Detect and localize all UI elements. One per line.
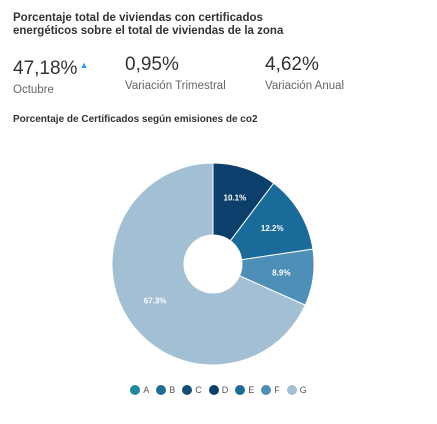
- legend-label: G: [299, 385, 307, 395]
- legend-label: E: [248, 385, 255, 395]
- kpi-label: Variación Trimestral: [125, 80, 226, 92]
- arrow-up-icon: ▲: [79, 60, 89, 70]
- slice-label-f: 8.9%: [272, 268, 290, 277]
- slice-g[interactable]: [111, 162, 306, 366]
- chart-legend: A B C D E F G: [0, 385, 437, 395]
- kpi-value-text: 47,18%: [13, 58, 78, 79]
- legend-label: C: [195, 385, 202, 395]
- legend-item-b[interactable]: B: [156, 385, 175, 395]
- kpi-label: Variación Anual: [265, 80, 345, 92]
- legend-label: A: [143, 385, 150, 395]
- legend-item-g[interactable]: G: [286, 385, 307, 395]
- chart-title: Porcentaje de Certificados según emision…: [13, 114, 258, 125]
- legend-item-c[interactable]: C: [182, 385, 202, 395]
- legend-swatch: [130, 385, 141, 395]
- legend-item-d[interactable]: D: [208, 385, 229, 395]
- legend-swatch: [208, 385, 219, 395]
- slice-label-g: 67.3%: [144, 297, 167, 306]
- kpi-quarterly: 0,95% Variación Trimestral: [125, 54, 226, 92]
- slice-label-d: 10.1%: [224, 194, 247, 203]
- legend-label: F: [274, 385, 280, 395]
- legend-swatch: [182, 385, 193, 395]
- header-title: Porcentaje total de viviendas con certif…: [13, 12, 284, 37]
- kpi-label: Octubre: [13, 84, 54, 96]
- legend-swatch: [235, 385, 246, 395]
- kpi-monthly: 47,18% ▲ Octubre: [13, 54, 88, 96]
- legend-label: D: [221, 385, 229, 395]
- legend-swatch: [261, 385, 272, 395]
- kpi-annual: 4,62% Variación Anual: [265, 54, 344, 92]
- kpi-value: 4,62%: [265, 54, 319, 75]
- legend-item-e[interactable]: E: [235, 385, 254, 395]
- legend-item-a[interactable]: A: [130, 385, 149, 395]
- legend-item-f[interactable]: F: [261, 385, 280, 395]
- slice-label-e: 12.2%: [261, 224, 284, 233]
- legend-label: B: [169, 385, 176, 395]
- kpi-value: 0,95%: [125, 54, 179, 75]
- legend-swatch: [156, 385, 167, 395]
- kpi-value: 47,18% ▲: [13, 54, 88, 80]
- legend-swatch: [286, 385, 297, 395]
